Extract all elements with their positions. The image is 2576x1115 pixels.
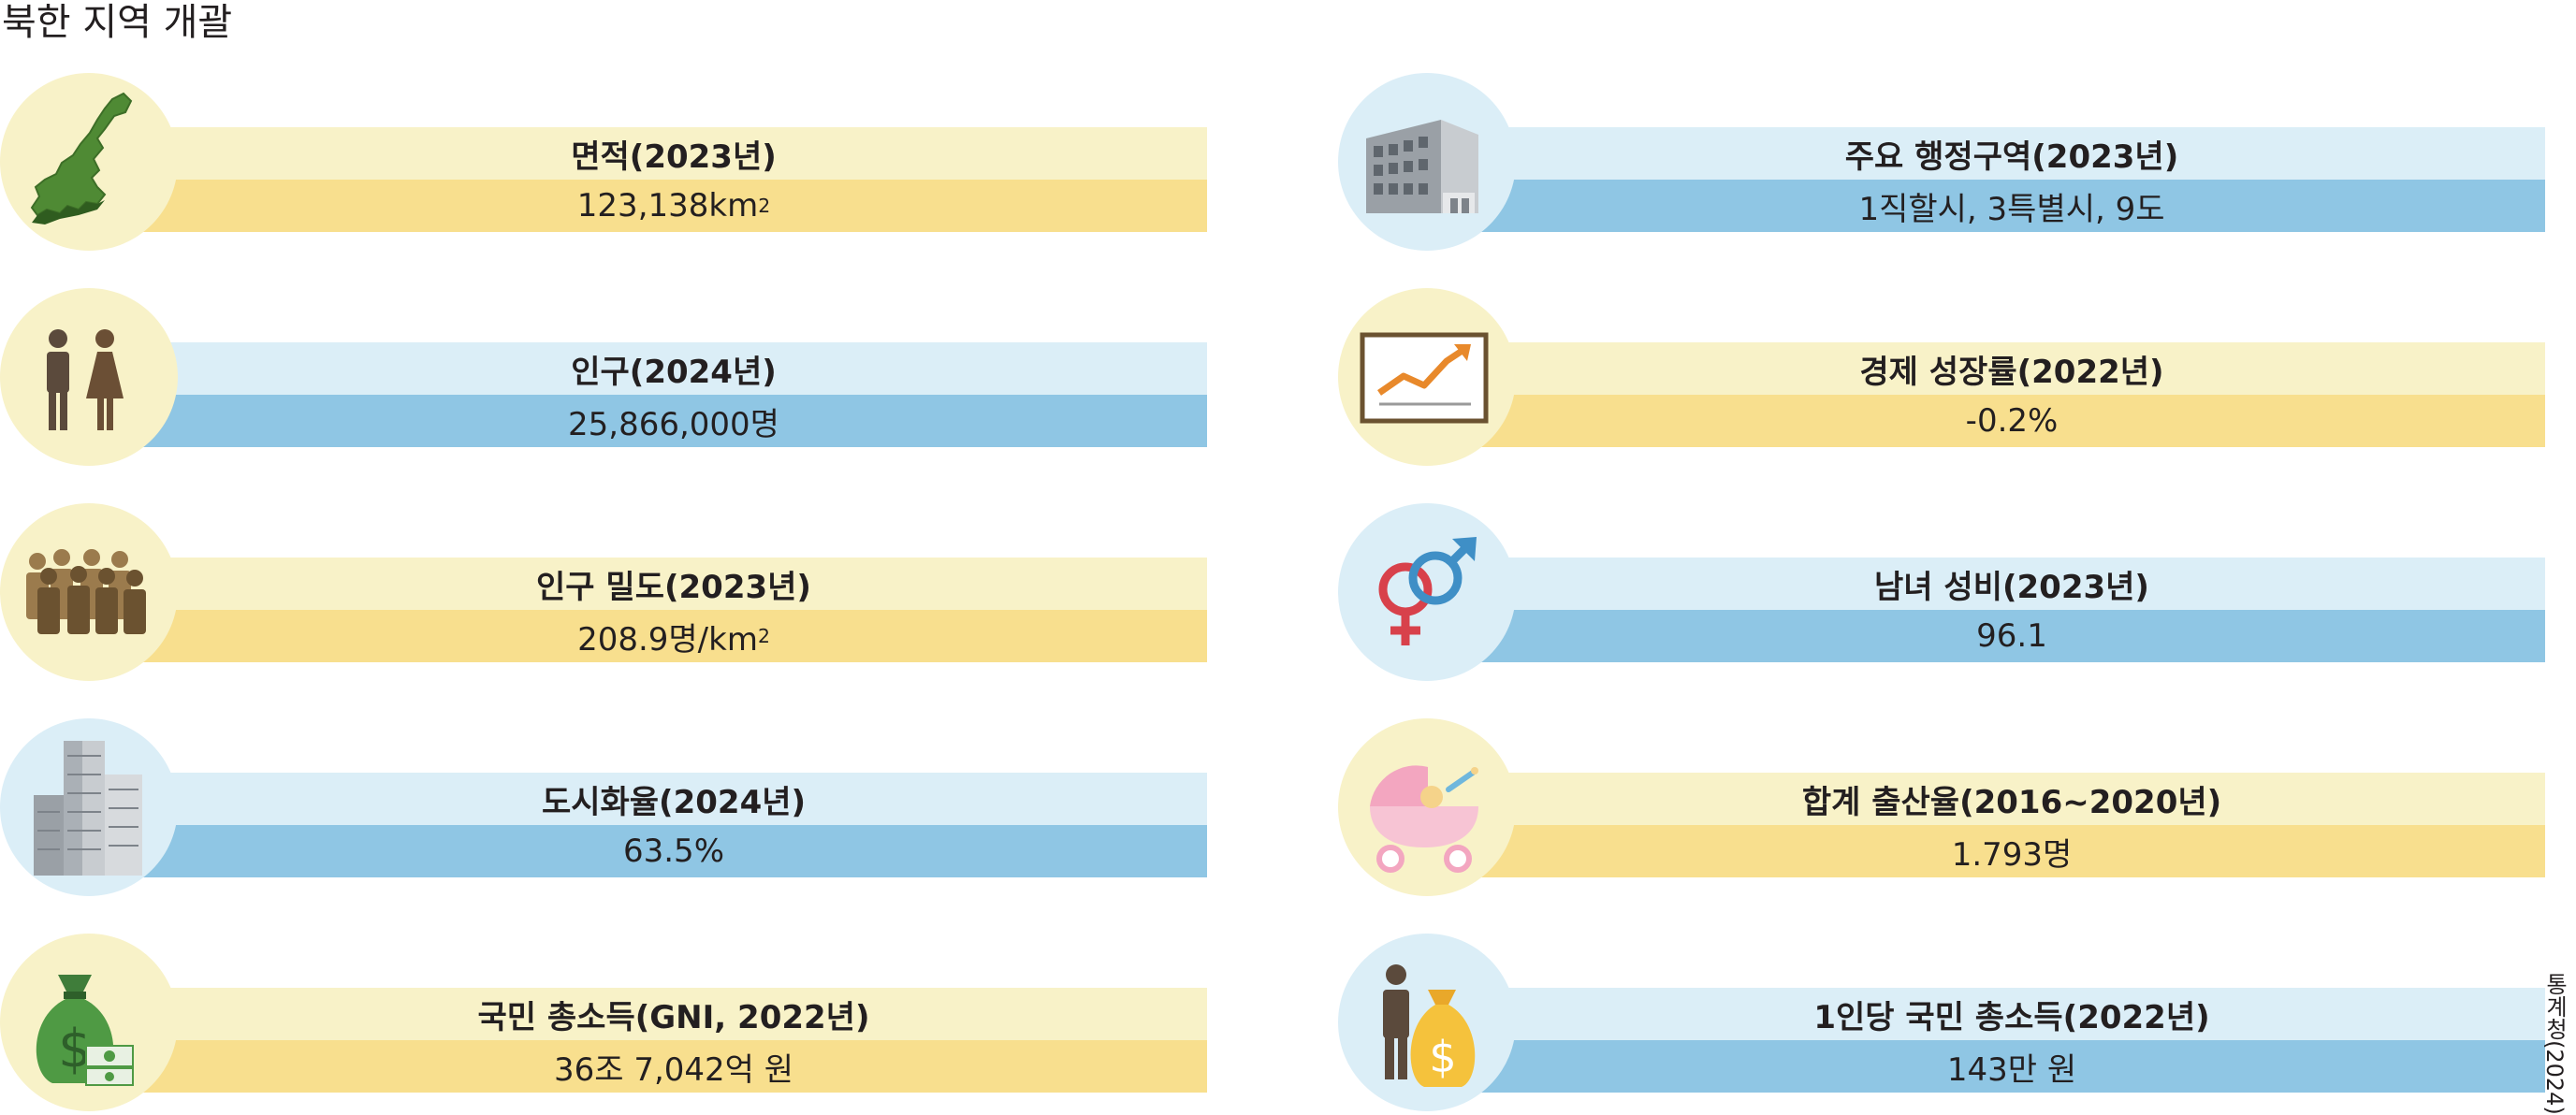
card-label: 남녀 성비(2023년) [1478, 558, 2545, 610]
card-value: -0.2% [1478, 395, 2545, 447]
card-label: 합계 출산율(2016~2020년) [1478, 773, 2545, 825]
svg-text:$: $ [1429, 1032, 1456, 1082]
card-value: 96.1 [1478, 610, 2545, 662]
info-card-gni-per-capita: 1인당 국민 총소득(2022년) 143만 원 $ [1338, 934, 2545, 1111]
man-woman-icon [47, 329, 124, 430]
card-value: 1직할시, 3특별시, 9도 [1478, 180, 2545, 232]
card-label: 주요 행정구역(2023년) [1478, 127, 2545, 180]
card-value: 25,866,000명 [140, 395, 1207, 447]
card-value: 123,138 km 2 [140, 180, 1207, 232]
source-note: 통계청(2024) [2541, 973, 2568, 1115]
baby-stroller-icon [1370, 765, 1478, 873]
government-building-icon [1366, 120, 1478, 213]
info-card-population: 인구(2024년) 25,866,000명 [0, 288, 1207, 466]
info-card-population-density: 인구 밀도(2023년) 208.9명/km 2 [0, 503, 1207, 681]
info-card-economic-growth: 경제 성장률(2022년) -0.2% [1338, 288, 2545, 466]
info-card-sex-ratio: 남녀 성비(2023년) 96.1 [1338, 503, 2545, 681]
info-card-fertility-rate: 합계 출산율(2016~2020년) 1.793명 [1338, 718, 2545, 896]
card-label: 1인당 국민 총소득(2022년) [1478, 988, 2545, 1040]
info-card-gni: 국민 총소득(GNI, 2022년) 36조 7,042억 원 $ [0, 934, 1207, 1111]
growth-chart-icon [1360, 332, 1489, 424]
gender-symbols-icon [1378, 537, 1477, 645]
card-label: 인구(2024년) [140, 342, 1207, 395]
icon-circle [0, 288, 178, 466]
card-label: 경제 성장률(2022년) [1478, 342, 2545, 395]
info-card-administrative-divisions: 주요 행정구역(2023년) 1직할시, 3특별시, 9도 [1338, 73, 2545, 251]
info-card-area: 면적(2023년) 123,138 km 2 [0, 73, 1207, 251]
page-title: 북한 지역 개괄 [2, 1, 233, 44]
crowd-icon [26, 549, 146, 634]
card-value: 63.5% [140, 825, 1207, 877]
info-card-urbanization: 도시화율(2024년) 63.5% [0, 718, 1207, 896]
north-korea-map-icon [30, 92, 133, 224]
card-value: 36조 7,042억 원 [140, 1040, 1207, 1093]
skyscrapers-icon [34, 741, 142, 876]
person-money-bag-icon: $ [1383, 964, 1476, 1087]
card-value: 143만 원 [1478, 1040, 2545, 1093]
card-value: 1.793명 [1478, 825, 2545, 877]
money-bag-icon: $ [36, 975, 134, 1086]
card-label: 국민 총소득(GNI, 2022년) [140, 988, 1207, 1040]
card-value: 208.9명/km 2 [140, 610, 1207, 662]
card-label: 면적(2023년) [140, 127, 1207, 180]
card-label: 도시화율(2024년) [140, 773, 1207, 825]
card-label: 인구 밀도(2023년) [140, 558, 1207, 610]
